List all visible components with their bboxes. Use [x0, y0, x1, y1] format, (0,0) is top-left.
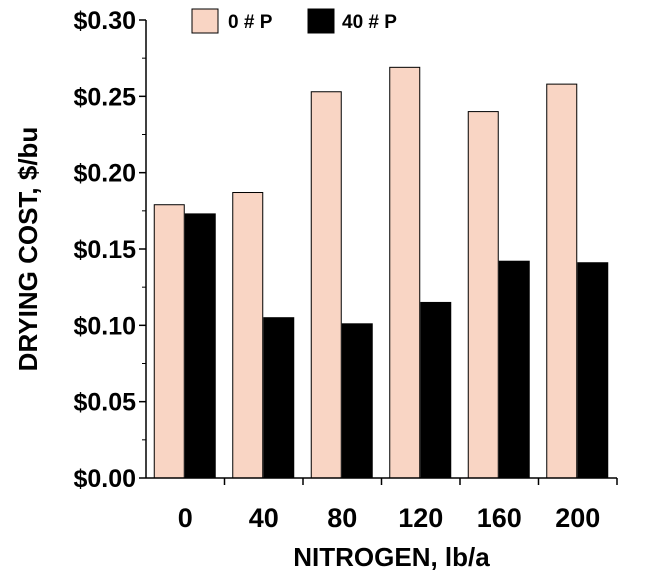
- bar-40p-0: [185, 214, 215, 478]
- x-tick-label: 80: [327, 503, 357, 533]
- y-tick-labels: $0.00 $0.05 $0.10 $0.15 $0.20 $0.25 $0.30: [73, 7, 136, 493]
- bar-0p-80: [311, 92, 341, 478]
- x-tick-label: 160: [477, 503, 522, 533]
- bar-0p-0: [154, 205, 184, 478]
- bar-0p-120: [390, 67, 420, 478]
- y-tick-label: $0.05: [73, 389, 136, 417]
- y-axis-title: DRYING COST, $/bu: [13, 127, 43, 372]
- legend-label-0p: 0 # P: [228, 12, 273, 33]
- bar-40p-200: [578, 263, 608, 478]
- x-axis-title: NITROGEN, lb/a: [293, 542, 490, 572]
- bar-40p-120: [421, 302, 451, 478]
- y-tick-label: $0.15: [73, 236, 136, 264]
- bar-0p-200: [547, 84, 577, 478]
- x-tick-label: 0: [178, 503, 193, 533]
- legend-swatch-40p: [308, 9, 334, 33]
- y-tick-label: $0.00: [73, 465, 136, 493]
- bars-group: [154, 67, 608, 478]
- x-tick-labels: 0 40 80 120 160 200: [178, 503, 601, 533]
- x-tick-label: 120: [398, 503, 443, 533]
- x-tick-label: 40: [249, 503, 279, 533]
- y-tick-label: $0.30: [73, 7, 136, 35]
- legend-swatch-0p: [192, 9, 218, 33]
- legend: 0 # P 40 # P: [192, 9, 397, 33]
- legend-label-40p: 40 # P: [342, 12, 397, 33]
- y-tick-label: $0.20: [73, 160, 136, 188]
- x-tick-label: 200: [555, 503, 600, 533]
- bar-0p-160: [468, 112, 498, 478]
- y-tick-label: $0.25: [73, 83, 136, 111]
- bar-40p-160: [499, 261, 529, 478]
- bar-40p-80: [342, 324, 372, 478]
- bar-0p-40: [233, 193, 263, 478]
- bar-40p-40: [264, 318, 294, 478]
- y-tick-label: $0.10: [73, 312, 136, 340]
